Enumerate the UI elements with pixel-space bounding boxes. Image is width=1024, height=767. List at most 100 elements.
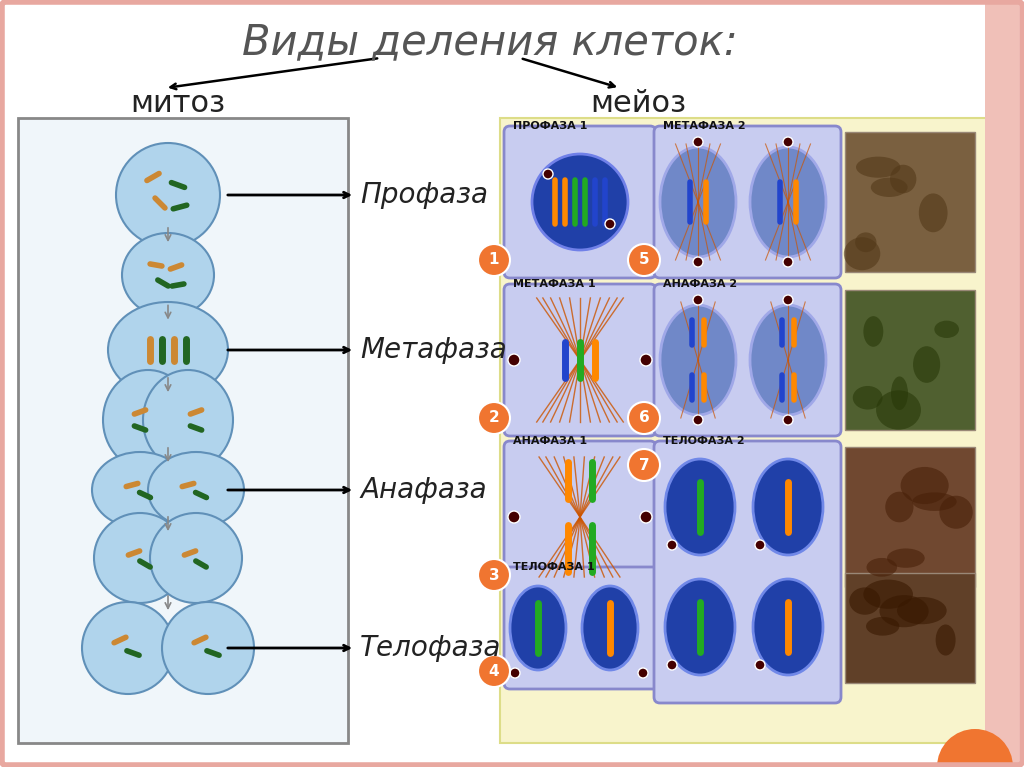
Circle shape (478, 559, 510, 591)
Ellipse shape (900, 467, 948, 504)
Ellipse shape (82, 602, 174, 694)
FancyBboxPatch shape (845, 573, 975, 683)
Ellipse shape (92, 452, 188, 528)
Text: МЕТАФАЗА 1: МЕТАФАЗА 1 (513, 279, 596, 289)
FancyBboxPatch shape (845, 290, 975, 430)
FancyBboxPatch shape (654, 126, 841, 278)
Ellipse shape (912, 492, 956, 511)
Ellipse shape (863, 580, 913, 609)
Wedge shape (937, 729, 1013, 767)
FancyBboxPatch shape (845, 447, 975, 587)
Ellipse shape (880, 595, 929, 627)
Text: Виды деления клеток:: Виды деления клеток: (242, 21, 738, 63)
Text: 7: 7 (639, 457, 649, 472)
Circle shape (532, 154, 628, 250)
Text: ПРОФАЗА 1: ПРОФАЗА 1 (513, 121, 588, 131)
Text: мейоз: мейоз (590, 88, 686, 117)
Circle shape (783, 295, 793, 305)
Ellipse shape (582, 586, 638, 670)
Ellipse shape (750, 305, 826, 415)
FancyBboxPatch shape (504, 441, 656, 593)
FancyBboxPatch shape (504, 567, 662, 689)
Ellipse shape (887, 548, 925, 568)
Circle shape (783, 137, 793, 147)
Ellipse shape (103, 370, 193, 470)
Circle shape (510, 668, 520, 678)
Ellipse shape (939, 495, 973, 528)
Circle shape (628, 449, 660, 481)
FancyBboxPatch shape (654, 441, 841, 703)
Circle shape (640, 511, 652, 523)
Ellipse shape (844, 237, 881, 270)
Circle shape (783, 415, 793, 425)
Circle shape (693, 257, 703, 267)
Ellipse shape (877, 390, 921, 430)
Ellipse shape (913, 346, 940, 383)
Ellipse shape (753, 459, 823, 555)
FancyBboxPatch shape (500, 118, 990, 743)
FancyBboxPatch shape (845, 132, 975, 272)
Ellipse shape (665, 579, 735, 675)
Circle shape (605, 219, 615, 229)
Circle shape (638, 668, 648, 678)
Ellipse shape (886, 492, 913, 522)
Ellipse shape (855, 232, 877, 252)
Circle shape (783, 257, 793, 267)
Circle shape (543, 169, 553, 179)
FancyBboxPatch shape (18, 118, 348, 743)
Ellipse shape (890, 165, 916, 193)
Text: 1: 1 (488, 252, 500, 268)
Ellipse shape (660, 305, 736, 415)
Text: Метафаза: Метафаза (360, 336, 507, 364)
Ellipse shape (866, 558, 897, 577)
Ellipse shape (919, 193, 947, 232)
FancyBboxPatch shape (985, 0, 1019, 767)
Ellipse shape (870, 178, 907, 197)
FancyBboxPatch shape (504, 284, 656, 436)
Ellipse shape (150, 513, 242, 603)
Text: Телофаза: Телофаза (360, 634, 502, 662)
Ellipse shape (660, 147, 736, 257)
Circle shape (508, 511, 520, 523)
Circle shape (755, 660, 765, 670)
Ellipse shape (753, 579, 823, 675)
Circle shape (693, 137, 703, 147)
Text: Профаза: Профаза (360, 181, 488, 209)
Text: Анафаза: Анафаза (360, 476, 486, 504)
Circle shape (628, 244, 660, 276)
Circle shape (667, 660, 677, 670)
Ellipse shape (750, 147, 826, 257)
Circle shape (628, 402, 660, 434)
Circle shape (667, 540, 677, 550)
Ellipse shape (148, 452, 244, 528)
Text: 4: 4 (488, 663, 500, 679)
Ellipse shape (122, 233, 214, 317)
Text: 2: 2 (488, 410, 500, 426)
Circle shape (478, 244, 510, 276)
Text: МЕТАФАЗА 2: МЕТАФАЗА 2 (663, 121, 745, 131)
Ellipse shape (891, 377, 908, 410)
Ellipse shape (897, 597, 946, 624)
Ellipse shape (510, 586, 566, 670)
Ellipse shape (856, 156, 900, 178)
Text: митоз: митоз (130, 88, 225, 117)
FancyBboxPatch shape (504, 126, 656, 278)
Text: АНАФАЗА 1: АНАФАЗА 1 (513, 436, 587, 446)
Circle shape (755, 540, 765, 550)
Ellipse shape (849, 588, 881, 614)
Ellipse shape (853, 386, 883, 410)
Text: 5: 5 (639, 252, 649, 268)
Ellipse shape (665, 459, 735, 555)
Ellipse shape (863, 316, 884, 347)
Ellipse shape (143, 370, 233, 470)
Ellipse shape (94, 513, 186, 603)
Ellipse shape (108, 302, 228, 398)
Text: 3: 3 (488, 568, 500, 582)
Ellipse shape (934, 321, 959, 338)
Circle shape (478, 655, 510, 687)
FancyBboxPatch shape (654, 284, 841, 436)
Text: 6: 6 (639, 410, 649, 426)
Circle shape (508, 354, 520, 366)
Circle shape (478, 402, 510, 434)
Ellipse shape (116, 143, 220, 247)
